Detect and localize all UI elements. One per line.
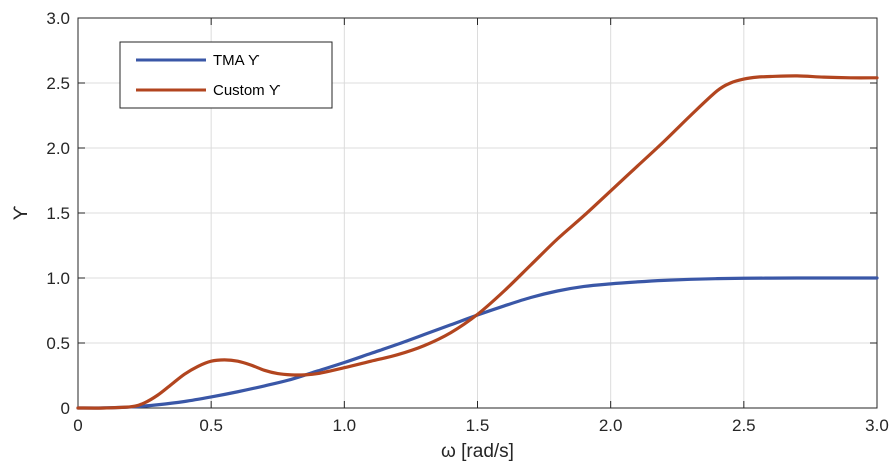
x-axis-label: ω [rad/s]: [441, 441, 514, 462]
y-tick-label: 1.0: [46, 269, 70, 288]
x-tick-label: 1.5: [466, 416, 490, 435]
legend-label-custom: Custom ϒ: [213, 82, 281, 99]
legend-box: [119, 41, 333, 109]
y-tick-label: 0: [61, 399, 70, 418]
series-line-custom: [76, 74, 879, 410]
x-tick-label: 2.5: [732, 416, 756, 435]
y-tick-label: 2.0: [46, 139, 70, 158]
grid: [78, 18, 877, 408]
y-tick-label: 3.0: [46, 9, 70, 28]
axis-ticks: 0 0.5 1.0 1.5 2.0 2.5 3.0 0 0.5 1.0 1.5 2.0 2.5 3.0: [46, 9, 888, 435]
x-tick-label: 1.0: [333, 416, 357, 435]
x-tick-label: 0: [73, 416, 82, 435]
y-axis-label: ϒ: [11, 205, 32, 220]
y-tick-label: 1.5: [46, 204, 70, 223]
y-tick-label: 2.5: [46, 74, 70, 93]
y-tick-label: 0.5: [46, 334, 70, 353]
series-group: [76, 74, 879, 410]
x-tick-label: 0.5: [199, 416, 223, 435]
x-tick-label: 3.0: [865, 416, 889, 435]
legend: TMA ϒ Custom ϒ: [119, 41, 333, 109]
x-tick-label: 2.0: [599, 416, 623, 435]
legend-label-tma: TMA ϒ: [213, 52, 260, 69]
